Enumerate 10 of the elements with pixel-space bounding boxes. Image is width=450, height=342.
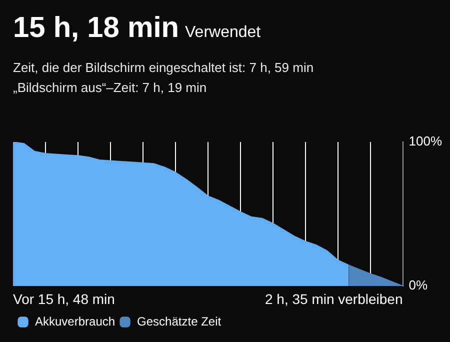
text: „Bildschirm aus“–Zeit: 7 h, 19 min [13,80,207,95]
chart-title: 15 h, 18 min [13,12,180,44]
legend-label: Akkuverbrauch [35,314,116,328]
legend-label: Geschätzte Zeit [137,314,222,328]
y-tick-label: 100% [408,134,442,149]
text: Vor 15 h, 48 min [13,290,115,307]
text: Zeit, die der Bildschirm eingeschaltet ist: 7 h, 59 min [13,60,314,75]
text: 2 h, 35 min verbleiben [264,290,403,307]
chart-subtitle: Verwendet [185,24,261,41]
y-tick-label: 0% [408,278,428,293]
